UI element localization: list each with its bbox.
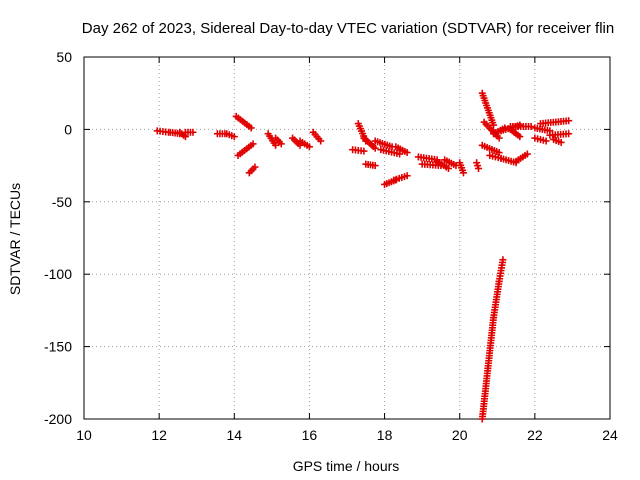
data-point xyxy=(317,137,325,145)
data-point xyxy=(444,164,452,172)
data-point xyxy=(557,138,565,146)
data-point xyxy=(495,134,503,142)
data-point xyxy=(189,128,197,136)
x-tick-label: 24 xyxy=(602,427,618,443)
data-point xyxy=(403,172,411,180)
data-point xyxy=(277,140,285,148)
data-point xyxy=(251,163,259,171)
data-point xyxy=(247,124,255,132)
data-point xyxy=(516,133,524,141)
data-point xyxy=(499,256,507,264)
y-tick-label: -50 xyxy=(52,194,72,210)
y-tick-label: -100 xyxy=(44,266,72,282)
data-point xyxy=(565,130,573,138)
data-point xyxy=(305,143,313,151)
data-point xyxy=(542,137,550,145)
x-axis-label: GPS time / hours xyxy=(293,458,400,474)
chart-title: Day 262 of 2023, Sidereal Day-to-day VTE… xyxy=(82,20,614,37)
x-tick-label: 14 xyxy=(226,427,242,443)
data-point xyxy=(490,121,498,129)
data-point xyxy=(459,169,467,177)
y-tick-label: 50 xyxy=(56,49,72,65)
data-point xyxy=(495,149,503,157)
data-point xyxy=(360,147,368,155)
data-point xyxy=(565,117,573,125)
y-tick-label: 0 xyxy=(64,121,72,137)
y-tick-label: -200 xyxy=(44,411,72,427)
data-point xyxy=(371,162,379,170)
data-point xyxy=(249,140,257,148)
tick-layer: 10 12 14 16 18 20 22 24 50 0 -50 -100 -150 -200 xyxy=(44,49,618,443)
x-tick-label: 22 xyxy=(527,427,543,443)
data-point xyxy=(527,123,535,131)
x-tick-label: 10 xyxy=(76,427,92,443)
x-tick-label: 16 xyxy=(302,427,318,443)
data-point xyxy=(371,144,379,152)
data-points xyxy=(153,89,573,423)
data-point xyxy=(523,150,531,158)
x-tick-label: 20 xyxy=(452,427,468,443)
data-point xyxy=(403,149,411,157)
data-point xyxy=(230,133,238,141)
y-tick-label: -150 xyxy=(44,339,72,355)
data-point xyxy=(475,164,482,172)
x-tick-label: 18 xyxy=(377,427,393,443)
plot-frame xyxy=(83,56,611,420)
data-point xyxy=(272,141,280,149)
x-tick-label: 12 xyxy=(151,427,167,443)
grid-layer xyxy=(84,57,610,419)
y-axis-label: SDTVAR / TECUs xyxy=(7,183,23,295)
